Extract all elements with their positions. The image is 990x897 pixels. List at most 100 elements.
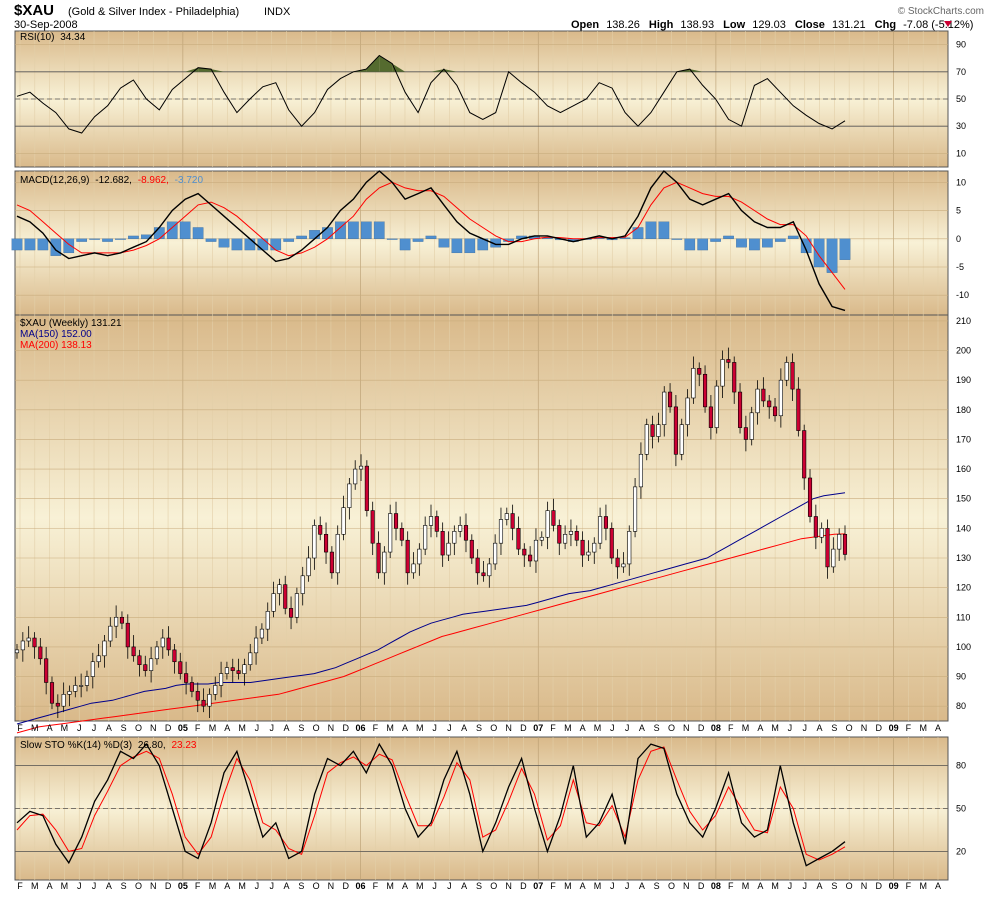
candle-body <box>423 525 428 550</box>
candle-body <box>219 673 224 686</box>
stochastic-tick-label: 50 <box>956 804 966 814</box>
macd-histogram-bar <box>749 238 760 251</box>
macd-histogram-bar <box>438 238 450 248</box>
rsi-tick-label: 30 <box>956 121 966 131</box>
low-label: Low <box>723 19 745 31</box>
candle-body <box>154 646 159 660</box>
candle-body <box>516 528 521 550</box>
macd-histogram-bar <box>309 230 320 239</box>
stochastic-title-label: Slow STO %K(14) %D(3) <box>20 740 132 751</box>
macd-histogram-bar <box>645 221 657 239</box>
macd-histogram-bar <box>684 238 696 251</box>
chart-header: $XAU (Gold & Silver Index - Philadelphia… <box>14 2 984 31</box>
candle-body <box>743 427 748 440</box>
time-axis-label: J <box>788 881 793 891</box>
macd-histogram-bar <box>50 238 62 256</box>
time-axis-label: N <box>861 723 868 733</box>
candle-body <box>475 557 480 574</box>
time-axis-label: J <box>625 881 630 891</box>
candle-body <box>79 685 84 687</box>
labels-layer: F M A M J J A S O N D 05 F M A M J J A S O N D 06 F M A M J J A S O N D 07 F… <box>17 40 971 891</box>
macd-histogram-bar <box>270 238 282 251</box>
time-axis-label: F <box>195 723 201 733</box>
candle-body <box>574 531 579 541</box>
time-axis-label: M <box>416 881 424 891</box>
macd-histogram-bar <box>360 221 372 239</box>
candle-body <box>125 622 130 648</box>
macd-histogram-bar <box>115 238 126 240</box>
time-axis-label: F <box>550 723 556 733</box>
candle-body <box>504 513 509 520</box>
time-axis-label: O <box>313 881 320 891</box>
macd-histogram-bar <box>736 238 747 248</box>
candle-body <box>166 637 171 651</box>
open-value: 138.26 <box>606 19 640 31</box>
time-axis-label: D <box>165 881 172 891</box>
time-axis-label: A <box>580 881 586 891</box>
candle-body <box>184 673 189 683</box>
candle-body <box>726 359 731 363</box>
candle-body <box>323 533 329 553</box>
time-axis-label: A <box>817 723 823 733</box>
time-axis-label: A <box>461 881 467 891</box>
candle-body <box>510 513 515 529</box>
macd-tick-label: 5 <box>956 206 961 216</box>
rsi-tick-label: 10 <box>956 148 966 158</box>
macd-tick-label: 10 <box>956 177 966 187</box>
candle-body <box>38 646 43 660</box>
candle-body <box>143 664 148 671</box>
candle-body <box>557 525 562 544</box>
rsi-overbought-fill <box>431 69 444 72</box>
chart-date: 30-Sep-2008 <box>14 19 78 31</box>
time-axis-label: J <box>447 881 452 891</box>
stochastic-title: Slow STO %K(14) %D(3) 26.80, 23.23 <box>20 740 197 751</box>
time-axis-label: O <box>846 881 853 891</box>
candle-body <box>732 362 737 393</box>
macd-histogram-bar <box>399 238 411 251</box>
candle-body <box>522 548 527 556</box>
candle-body <box>102 640 107 657</box>
time-axis-label: A <box>402 881 408 891</box>
rsi-title-text: RSI(10) 34.34 <box>20 32 86 43</box>
ma150-line <box>16 492 846 725</box>
price-tick-label: 150 <box>956 494 971 504</box>
time-axis-label: M <box>742 723 750 733</box>
macd-histogram-bar <box>710 238 721 242</box>
candle-body <box>708 406 713 428</box>
candle-body <box>195 691 200 701</box>
time-axis-label: O <box>668 723 675 733</box>
macd-histogram-bar <box>425 235 437 239</box>
price-tick-label: 170 <box>956 434 971 444</box>
candle-body <box>399 528 404 541</box>
candle-body <box>446 542 451 556</box>
low-value: 129.03 <box>752 19 786 31</box>
time-axis-label: M <box>61 881 69 891</box>
time-axis-label: M <box>564 723 572 733</box>
time-axis-label: M <box>416 723 424 733</box>
time-axis-label: S <box>121 723 127 733</box>
time-axis-label: J <box>432 723 437 733</box>
candle-body <box>638 453 643 488</box>
time-axis-label: A <box>757 881 763 891</box>
macd-histogram-bar <box>373 221 385 239</box>
time-axis-label: S <box>831 723 837 733</box>
candle-body <box>289 608 294 618</box>
rsi-overbought-fill <box>443 69 457 72</box>
time-axis-label: A <box>461 723 467 733</box>
candle-body <box>539 536 544 541</box>
candle-body <box>49 682 55 704</box>
time-axis-label: A <box>47 723 53 733</box>
time-axis-label: A <box>106 723 112 733</box>
price-tick-label: 90 <box>956 672 966 682</box>
time-axis-label: M <box>31 881 39 891</box>
candle-body <box>755 388 760 414</box>
macd-histogram-bar <box>787 235 799 239</box>
time-axis-label: M <box>742 881 750 891</box>
time-axis-label: J <box>77 723 82 733</box>
candle-body <box>364 465 369 511</box>
time-axis-label: A <box>757 723 763 733</box>
time-axis-label: F <box>550 881 556 891</box>
candle-body <box>393 513 399 529</box>
macd-histogram-bar <box>386 238 398 240</box>
candle-body <box>819 528 824 538</box>
